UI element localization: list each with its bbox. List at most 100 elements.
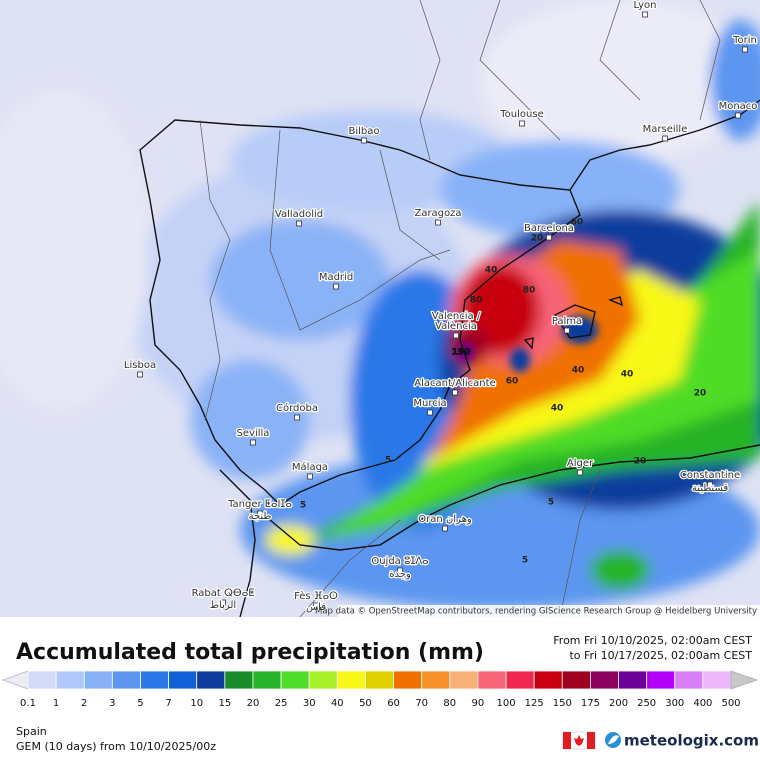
city-label: Alger	[567, 458, 594, 469]
colorbar-box	[111, 670, 141, 690]
colorbar-label: 80	[443, 698, 456, 709]
city-label: الرباط	[210, 600, 236, 611]
contour-label: 20	[634, 457, 647, 467]
city-marker	[257, 510, 263, 517]
morocco-atlantic-coast	[219, 469, 256, 617]
colorbar-label: 60	[387, 698, 400, 709]
city-marker	[307, 473, 313, 480]
city-marker	[250, 439, 256, 446]
model-run: GEM (10 days) from 10/10/2025/00z	[16, 740, 216, 753]
city-marker	[742, 46, 748, 53]
city-label: Monaco	[719, 101, 758, 112]
colorbar-label: 150	[553, 698, 572, 709]
city-label: Alacant/Alicante	[414, 378, 495, 389]
colorbar-label: 7	[165, 698, 171, 709]
attribution-bg	[338, 605, 760, 617]
contour-label: 20	[694, 389, 707, 399]
colorbar-label: 70	[415, 698, 428, 709]
colorbar-box	[308, 670, 338, 690]
city-marker	[294, 414, 300, 421]
colorbar: 0.1 1 2 3 5 7 10 15 20 25 30 40 50 60 70 80 90 100 125 150 1…	[2, 670, 758, 709]
city-label: طنجة	[249, 511, 272, 522]
colorbar-box	[393, 670, 423, 690]
colorbar-box	[196, 670, 226, 690]
city-marker	[662, 135, 668, 142]
contour-label: 60	[506, 377, 519, 387]
city-label: Murcia	[413, 398, 446, 409]
colorbar-box	[674, 670, 704, 690]
city-label: Torin	[732, 35, 757, 46]
colorbar-box	[646, 670, 676, 690]
africa-coast	[269, 444, 760, 551]
city-label: Constantine	[680, 470, 740, 481]
city-label: Zaragoza	[414, 208, 461, 219]
colorbar-label: 5	[137, 698, 143, 709]
city-marker	[735, 112, 741, 119]
contour-label: 40	[572, 366, 585, 376]
mallorca	[553, 304, 596, 339]
colorbar-box	[280, 670, 310, 690]
colorbar-label: 500	[721, 698, 740, 709]
city-marker	[397, 567, 403, 574]
colorbar-box	[533, 670, 563, 690]
colorbar-label: 20	[247, 698, 260, 709]
city-label: Tanger ⵟⴰⵏⵊⴰ	[227, 499, 292, 510]
contour-label: 40	[621, 370, 634, 380]
city-label: Madrid	[319, 272, 353, 283]
city-marker	[313, 602, 319, 609]
legend-title: Accumulated total precipitation (mm)	[16, 640, 484, 665]
colorbar-box	[477, 670, 507, 690]
city-label: Toulouse	[499, 109, 543, 120]
city-marker	[333, 283, 339, 290]
colorbar-box	[140, 670, 169, 690]
city-marker	[642, 11, 648, 18]
city-marker	[220, 599, 226, 606]
contour-label: 5	[300, 501, 306, 511]
contour-label: 80	[523, 286, 536, 296]
city-label: Valencia /	[432, 311, 481, 322]
city-label: Lyon	[633, 0, 656, 11]
city-label: وجدة	[389, 569, 411, 580]
colorbar-arrow-high	[730, 670, 758, 690]
colorbar-label: 100	[496, 698, 515, 709]
region: Spain	[16, 725, 47, 738]
colorbar-label: 0.1	[20, 698, 36, 709]
colorbar-label: 1	[53, 698, 59, 709]
city-marker	[577, 469, 583, 476]
colorbar-label: 250	[637, 698, 656, 709]
city-marker	[707, 481, 713, 488]
colorbar-label: 50	[359, 698, 372, 709]
brand: meteologix.com	[624, 732, 759, 750]
contour-label: 20	[531, 234, 544, 244]
city-label: Sevilla	[237, 428, 270, 439]
islands	[523, 296, 624, 350]
iberia-coast	[139, 119, 581, 506]
city-label: Lisboa	[124, 360, 156, 371]
contour-label: 5	[385, 456, 391, 466]
city-marker	[453, 332, 459, 339]
colorbar-box	[590, 670, 619, 690]
city-marker	[427, 409, 433, 416]
colorbar-label: 2	[81, 698, 87, 709]
city-label: قسنطينة	[692, 483, 729, 494]
city-marker	[296, 220, 302, 227]
period-to: to Fri 10/17/2025, 02:00am CEST	[569, 649, 752, 662]
attribution: Map data © OpenStreetMap contributors, r…	[315, 607, 757, 617]
contour-label: 80	[470, 296, 483, 306]
colorbar-box	[561, 670, 591, 690]
city-label: Málaga	[292, 461, 328, 473]
colorbar-box	[83, 670, 113, 690]
contour-label: 5	[522, 556, 528, 566]
africa-borders	[299, 469, 601, 617]
contour-labels: 190 80 80 60 40 40 40 40 60 20 20 20 5 5 5 5	[300, 218, 706, 566]
city-label: València	[435, 320, 477, 332]
city-label: Valladolid	[275, 209, 323, 220]
colorbar-label: 175	[581, 698, 600, 709]
contour-label: 40	[551, 404, 564, 414]
colorbar-label: 125	[525, 698, 544, 709]
city-label: Bilbao	[348, 126, 379, 137]
colorbar-label: 10	[190, 698, 203, 709]
canada-flag	[562, 731, 596, 750]
